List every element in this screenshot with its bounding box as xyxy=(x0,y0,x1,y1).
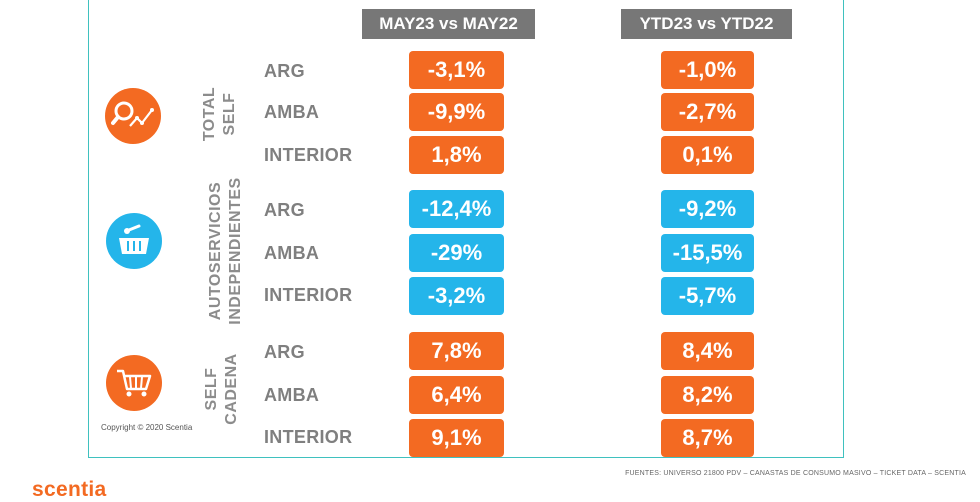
cell-self-cadena-amba-may: 6,4% xyxy=(409,376,504,414)
row-label-interior: INTERIOR xyxy=(264,285,353,305)
row-label-arg: ARG xyxy=(264,342,305,362)
cell-autoservicios-interior-ytd: -5,7% xyxy=(661,277,754,315)
group-label-total-self: TOTAL SELF xyxy=(201,86,238,142)
copyright-text: Copyright © 2020 Scentia xyxy=(101,423,193,432)
row-label-arg: ARG xyxy=(264,200,305,220)
cell-total-self-arg-ytd: -1,0% xyxy=(661,51,754,89)
scentia-logo: scentia xyxy=(32,478,107,501)
row-label-arg: ARG xyxy=(264,61,305,81)
cell-autoservicios-arg-may: -12,4% xyxy=(409,190,504,228)
row-label-interior: INTERIOR xyxy=(264,145,353,165)
row-label-amba: AMBA xyxy=(264,243,320,263)
cell-autoservicios-amba-ytd: -15,5% xyxy=(661,234,754,272)
cell-total-self-arg-may: -3,1% xyxy=(409,51,504,89)
cell-total-self-amba-may: -9,9% xyxy=(409,93,504,131)
group-label-autoservicios: AUTOSERVICIOS INDEPENDIENTES xyxy=(207,177,244,325)
cell-self-cadena-interior-ytd: 8,7% xyxy=(661,419,754,457)
column-header-ytd: YTD23 vs YTD22 xyxy=(621,9,792,39)
search-chart-icon xyxy=(105,88,161,144)
cell-self-cadena-arg-may: 7,8% xyxy=(409,332,504,370)
group-label-self-cadena: SELF CADENA xyxy=(203,353,240,425)
row-label-interior: INTERIOR xyxy=(264,427,353,447)
basket-icon xyxy=(106,213,162,269)
cell-total-self-amba-ytd: -2,7% xyxy=(661,93,754,131)
cell-autoservicios-arg-ytd: -9,2% xyxy=(661,190,754,228)
cell-self-cadena-interior-may: 9,1% xyxy=(409,419,504,457)
row-label-amba: AMBA xyxy=(264,385,320,405)
cell-self-cadena-arg-ytd: 8,4% xyxy=(661,332,754,370)
row-label-amba: AMBA xyxy=(264,102,320,122)
cell-total-self-interior-ytd: 0,1% xyxy=(661,136,754,174)
sources-note: FUENTES: UNIVERSO 21800 PDV – CANASTAS D… xyxy=(625,470,966,477)
cell-self-cadena-amba-ytd: 8,2% xyxy=(661,376,754,414)
cell-autoservicios-amba-may: -29% xyxy=(409,234,504,272)
shopping-cart-icon xyxy=(106,355,162,411)
column-header-may: MAY23 vs MAY22 xyxy=(362,9,535,39)
content-frame xyxy=(88,0,844,458)
cell-autoservicios-interior-may: -3,2% xyxy=(409,277,504,315)
cell-total-self-interior-may: 1,8% xyxy=(409,136,504,174)
